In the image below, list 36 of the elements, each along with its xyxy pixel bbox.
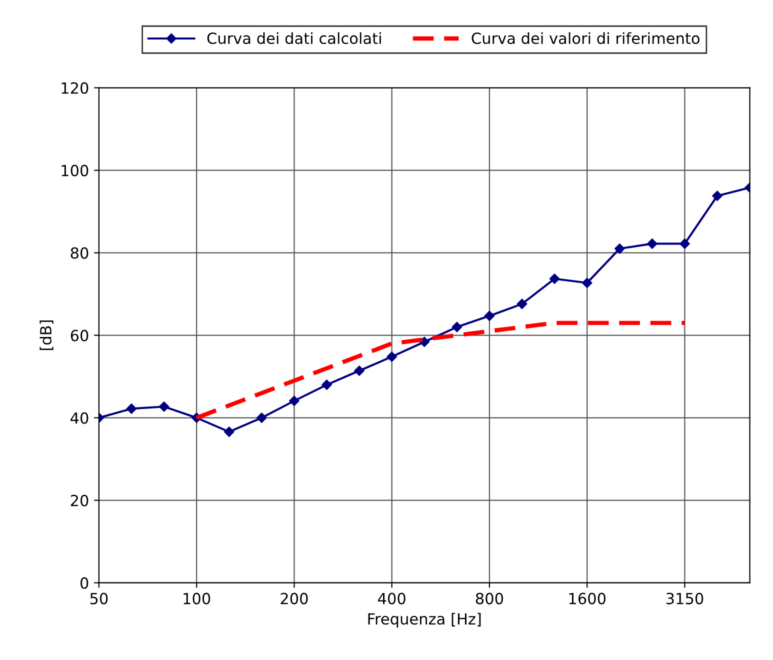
legend-label: Curva dei dati calcolati [207,32,381,44]
y-tick-label: 80 [70,247,88,259]
x-tick-label: 800 [476,592,504,604]
point [614,244,625,254]
point [419,336,430,347]
point [647,238,658,249]
y-tick-label: 0 [80,577,88,589]
y-tick-label: 60 [70,330,88,342]
point [256,412,267,423]
point [386,352,397,362]
x-tick-label: 1600 [569,592,606,604]
point [549,274,560,284]
y-tick-label: 40 [70,412,88,424]
x-tick-label: 50 [90,592,108,604]
point [582,278,592,288]
x-tick-label: 100 [184,592,210,604]
x-tick-label: 200 [280,592,308,604]
point [126,404,137,414]
point [322,380,332,390]
point [516,298,528,310]
y-tick-label: 20 [70,494,88,506]
x-tick-label: 400 [378,592,406,604]
point [680,238,690,249]
y-tick-label: 120 [62,82,88,94]
y-axis-title: [dB] [40,320,54,350]
point [354,366,364,376]
point [158,402,170,412]
point [452,322,462,332]
legend-label: Curva dei valori di riferimento [472,32,700,44]
point [484,310,495,322]
x-tick-label: 3150 [666,592,704,604]
y-tick-label: 100 [62,164,88,176]
point [289,396,300,406]
point [712,190,722,201]
x-axis-title: Frequenza [Hz] [368,612,481,628]
point [224,426,234,437]
